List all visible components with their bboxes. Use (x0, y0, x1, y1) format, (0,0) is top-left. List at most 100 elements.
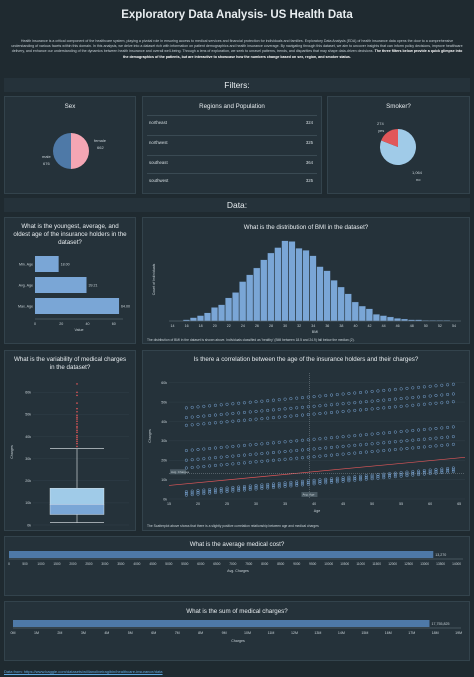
scatter-point (451, 392, 455, 396)
bmi-y-label: Count of Individuals (152, 264, 156, 296)
scatter-point (370, 407, 374, 411)
bmi-caption: The distribution of BMI in the dataset i… (147, 338, 355, 342)
scatter-point (370, 449, 374, 454)
scatter-point (329, 477, 334, 481)
sex-slice-female[interactable] (71, 133, 89, 169)
smoker-slice-no[interactable] (379, 129, 416, 165)
scatter-point (335, 453, 339, 457)
sum-charges-data-label: 17,755,825 (431, 622, 449, 626)
scatter-point (417, 471, 421, 475)
avg-cost-x-tick: 1500 (53, 562, 60, 566)
scatter-point (405, 474, 409, 478)
bmi-x-tick: 14 (171, 324, 175, 328)
scatter-point (248, 486, 252, 490)
scatter-point (358, 390, 363, 395)
scatter-point (277, 407, 281, 411)
sum-charges-x-tick: 8M (198, 631, 203, 635)
region-row[interactable]: northwest 325 (147, 135, 317, 148)
sum-charges-x-tick: 5M (128, 631, 133, 635)
bmi-x-tick: 22 (227, 324, 231, 328)
scatter-point (254, 417, 258, 421)
scatter-annotation: Avg. Charges (171, 470, 190, 474)
scatter-point (225, 462, 229, 466)
scatter-point (428, 437, 432, 441)
bmi-bar (330, 280, 338, 322)
sex-filter-panel[interactable]: Sex female 662 male 676 (4, 96, 136, 194)
scatter-point (387, 472, 392, 476)
scatter-point (266, 484, 270, 488)
bmi-x-tick: 48 (410, 324, 414, 328)
bmi-bar (232, 292, 240, 322)
sum-charges-x-tick: 10M (244, 631, 251, 635)
scatter-point (358, 451, 363, 455)
scatter-point (399, 471, 403, 475)
scatter-point (364, 477, 368, 481)
scatter-point (184, 448, 188, 453)
scatter-point (324, 403, 328, 407)
page-title: Exploratory Data Analysis- US Health Dat… (121, 9, 353, 21)
scatter-point (358, 474, 363, 478)
scatter-point (329, 445, 334, 449)
scatter-point (347, 444, 351, 448)
box-outlier (76, 420, 78, 423)
scatter-point (208, 404, 212, 408)
box-outlier (76, 440, 78, 443)
smoker-pie[interactable]: 274 yes 1,064 no (328, 97, 471, 195)
scatter-x-tick: 35 (283, 502, 287, 506)
scatter-point (417, 395, 421, 399)
scatter-point (213, 403, 217, 407)
smoker-slice-yes[interactable] (381, 129, 398, 147)
sum-charges-chart: 17,755,825 0M 1M 2M 3M 4M 5M 6M 7M 8M 9M 10M 11M 12M 1… (11, 620, 462, 643)
scatter-x-tick: 15 (167, 502, 171, 506)
data-source-link[interactable]: Data from: https://www.kaggle.com/datase… (4, 669, 163, 674)
scatter-point (324, 394, 328, 398)
scatter-point (434, 401, 438, 405)
scatter-point (266, 416, 270, 420)
scatter-point (382, 398, 386, 402)
scatter-point (387, 440, 392, 444)
scatter-point (295, 414, 299, 418)
sum-charges-x-tick: 1M (34, 631, 39, 635)
sex-slice-male[interactable] (53, 133, 71, 169)
scatter-panel: Is there a correlation between the age o… (142, 350, 470, 531)
region-row[interactable]: southwest 325 (147, 173, 317, 186)
box-outlier (76, 410, 78, 413)
scatter-point (399, 404, 403, 408)
scatter-point (329, 480, 334, 484)
avg-cost-x-tick: 11500 (372, 562, 381, 566)
scatter-point (277, 440, 281, 444)
scatter-point (324, 446, 328, 450)
scatter-point (393, 405, 397, 409)
region-row[interactable]: southeast 364 (147, 155, 317, 168)
scatter-point (347, 391, 351, 396)
bmi-bar (218, 304, 226, 322)
avg-cost-x-tick: 6000 (197, 562, 204, 566)
scatter-point (242, 410, 247, 414)
scatter-point (300, 481, 305, 485)
scatter-point (364, 475, 368, 480)
age-chart: Min. Age 18.00 Avg. Age 39.21 Max. Age 64.00 0… (18, 256, 130, 332)
smoker-filter-panel[interactable]: Smoker? 274 yes 1,064 no (327, 96, 470, 194)
scatter-point (271, 485, 276, 489)
scatter-point (370, 442, 374, 446)
scatter-point (271, 482, 276, 486)
box-y-tick: 50k (25, 413, 31, 417)
scatter-point (184, 491, 188, 495)
box-y-tick: 0k (27, 523, 31, 527)
scatter-x-tick: 20 (196, 502, 200, 506)
regions-filter-panel[interactable]: Regions and Population northeast 324 nort… (142, 96, 322, 194)
bmi-x-tick: 28 (269, 324, 273, 328)
scatter-point (260, 452, 264, 456)
scatter-point (405, 470, 409, 474)
region-row[interactable]: northeast 324 (147, 115, 317, 128)
age-x-tick: 20 (59, 322, 63, 326)
scatter-point (277, 450, 281, 454)
sex-pie[interactable]: female 662 male 676 (5, 97, 137, 195)
scatter-point (213, 489, 217, 493)
scatter-point (318, 480, 322, 484)
bmi-bar (302, 250, 310, 322)
bmi-title: What is the distribution of BMI in the d… (243, 224, 369, 231)
scatter-point (312, 482, 316, 486)
scatter-point (300, 405, 305, 409)
bmi-bar (401, 318, 408, 322)
